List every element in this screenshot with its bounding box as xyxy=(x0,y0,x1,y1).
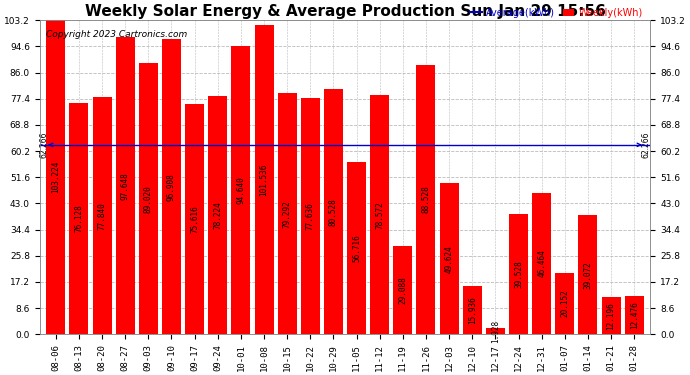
Text: Copyright 2023 Cartronics.com: Copyright 2023 Cartronics.com xyxy=(46,30,187,39)
Bar xyxy=(602,297,620,334)
Bar xyxy=(324,89,343,334)
Bar xyxy=(70,103,88,334)
Text: 103.224: 103.224 xyxy=(51,161,60,194)
Text: 80.528: 80.528 xyxy=(329,198,338,226)
Text: 12.196: 12.196 xyxy=(607,302,615,330)
Text: 77.636: 77.636 xyxy=(306,202,315,230)
Bar xyxy=(578,215,598,334)
Bar xyxy=(463,286,482,334)
Bar xyxy=(208,96,227,334)
Bar xyxy=(555,273,574,334)
Bar xyxy=(185,104,204,334)
Text: 39.528: 39.528 xyxy=(514,260,523,288)
Bar xyxy=(624,296,644,334)
Text: 78.224: 78.224 xyxy=(213,201,222,229)
Legend: Average(kWh), Weekly(kWh): Average(kWh), Weekly(kWh) xyxy=(471,8,642,18)
Text: 12.476: 12.476 xyxy=(630,302,639,329)
Bar xyxy=(92,98,112,334)
Text: 62.266: 62.266 xyxy=(641,132,650,158)
Bar xyxy=(486,328,505,334)
Text: 56.716: 56.716 xyxy=(352,234,361,262)
Bar xyxy=(371,95,389,334)
Bar xyxy=(301,98,319,334)
Text: 94.640: 94.640 xyxy=(237,176,246,204)
Text: 75.616: 75.616 xyxy=(190,206,199,233)
Bar xyxy=(46,20,66,334)
Text: 76.128: 76.128 xyxy=(75,205,83,232)
Text: 62.266: 62.266 xyxy=(40,132,49,158)
Text: 1.928: 1.928 xyxy=(491,320,500,343)
Bar xyxy=(417,65,435,334)
Text: 20.152: 20.152 xyxy=(560,290,569,318)
Bar xyxy=(231,46,250,334)
Text: 89.020: 89.020 xyxy=(144,185,153,213)
Text: 101.536: 101.536 xyxy=(259,164,268,196)
Text: 39.072: 39.072 xyxy=(584,261,593,289)
Text: 77.840: 77.840 xyxy=(97,202,106,230)
Text: 97.648: 97.648 xyxy=(121,172,130,200)
Text: 88.528: 88.528 xyxy=(422,186,431,213)
Bar xyxy=(440,183,459,334)
Bar xyxy=(509,214,528,334)
Title: Weekly Solar Energy & Average Production Sun Jan 29 15:56: Weekly Solar Energy & Average Production… xyxy=(85,4,605,19)
Text: 79.292: 79.292 xyxy=(283,200,292,228)
Text: 29.088: 29.088 xyxy=(398,276,407,304)
Text: 15.936: 15.936 xyxy=(468,296,477,324)
Text: 78.572: 78.572 xyxy=(375,201,384,229)
Text: 49.624: 49.624 xyxy=(444,245,453,273)
Bar xyxy=(277,93,297,334)
Bar xyxy=(139,63,158,334)
Text: 96.908: 96.908 xyxy=(167,173,176,201)
Bar xyxy=(162,39,181,334)
Bar xyxy=(532,193,551,334)
Bar xyxy=(393,246,413,334)
Text: 46.464: 46.464 xyxy=(537,250,546,278)
Bar xyxy=(255,26,273,334)
Bar xyxy=(347,162,366,334)
Bar xyxy=(116,37,135,334)
